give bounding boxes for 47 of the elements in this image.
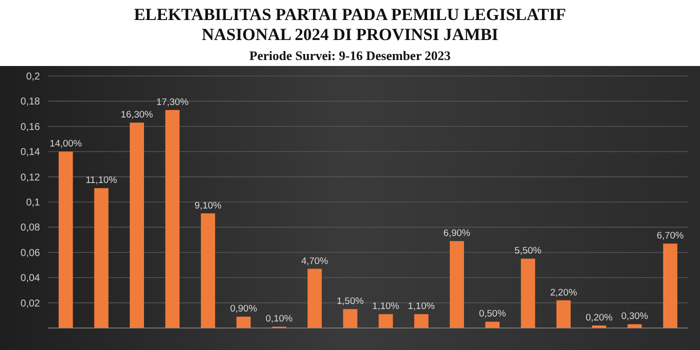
chart-subtitle: Periode Survei: 9-16 Desember 2023 [249,48,452,63]
y-tick-label: 0,12 [20,172,40,184]
bar [130,122,144,328]
bar [343,309,358,328]
y-tick-label: 0,18 [20,96,40,108]
y-tick-label: 0,08 [20,222,40,234]
data-label: 0,30% [621,311,649,322]
data-label: 6,70% [656,230,684,242]
bar [628,324,642,328]
data-label: 1,10% [372,301,400,312]
data-label: 6,90% [443,228,471,240]
bar [378,314,393,328]
bar [592,325,606,328]
bar [165,110,180,328]
bar [200,213,216,328]
data-label: 14,00% [50,138,82,150]
chart-title: ELEKTABILITAS PARTAI PADA PEMILU LEGISLATIF NASIONAL 2024 DI PROVINSI JAMBI [134,5,566,44]
y-tick-label: 0,2 [26,72,40,82]
y-tick-label: 0,06 [20,248,40,259]
y-tick-label: 0,14 [20,147,40,158]
data-label: 5,50% [514,246,542,257]
data-label: 16,30% [120,110,154,121]
bar [308,268,322,328]
bar [414,314,428,328]
bar [58,152,73,328]
bar [485,322,500,328]
data-label: 0,10% [266,314,294,325]
data-label: 11,10% [86,175,118,186]
bar [663,244,678,328]
y-tick-label: 0,04 [20,273,40,284]
y-tick-label: 0,1 [26,198,40,208]
bar [236,316,251,328]
y-tick-label: 0,02 [20,298,40,310]
data-label: 9,10% [194,200,222,212]
data-label: 0,90% [230,304,258,315]
data-label: 1,10% [408,301,436,312]
data-label: 17,30% [156,97,190,108]
data-label: 0,20% [586,312,614,324]
bar [520,258,536,328]
data-label: 4,70% [301,256,329,267]
bar [556,300,571,328]
bar [450,241,464,328]
data-label: 0,50% [478,308,506,320]
bar [94,188,108,328]
data-label: 2,20% [550,287,578,298]
y-tick-label: 0,16 [20,122,40,133]
data-label: 1,50% [336,296,364,308]
